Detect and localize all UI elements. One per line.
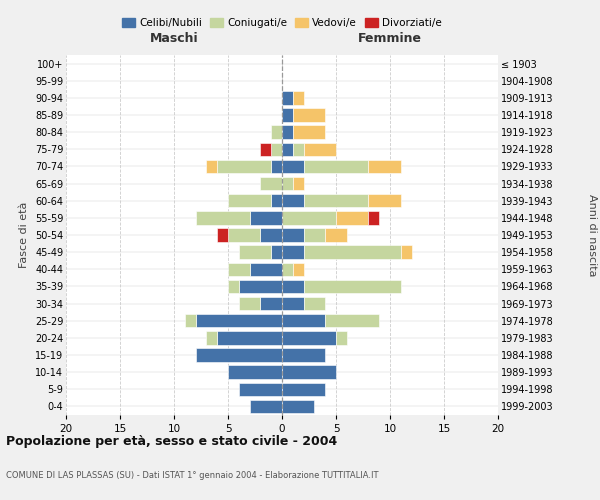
Bar [282,262,293,276]
Bar [304,142,336,156]
Text: Anni di nascita: Anni di nascita [587,194,597,276]
Bar [293,262,304,276]
Bar [336,211,368,224]
Bar [282,382,325,396]
Text: Maschi: Maschi [149,32,199,44]
Bar [260,297,282,310]
Bar [260,177,282,190]
Bar [293,108,325,122]
Bar [304,228,325,241]
Bar [282,314,325,328]
Bar [282,160,304,173]
Bar [239,297,260,310]
Bar [271,126,282,139]
Bar [228,194,271,207]
Bar [282,280,304,293]
Bar [282,228,304,241]
Bar [325,228,347,241]
Y-axis label: Fasce di età: Fasce di età [19,202,29,268]
Bar [239,246,271,259]
Bar [282,142,293,156]
Bar [368,211,379,224]
Bar [260,142,271,156]
Bar [282,331,336,344]
Legend: Celibi/Nubili, Coniugati/e, Vedovi/e, Divorziati/e: Celibi/Nubili, Coniugati/e, Vedovi/e, Di… [118,14,446,32]
Bar [282,400,314,413]
Bar [271,142,282,156]
Bar [196,348,282,362]
Bar [304,297,325,310]
Bar [196,314,282,328]
Text: Femmine: Femmine [358,32,422,44]
Bar [206,160,217,173]
Bar [185,314,196,328]
Bar [282,177,293,190]
Bar [293,142,304,156]
Bar [282,211,336,224]
Bar [260,228,282,241]
Bar [271,246,282,259]
Bar [304,246,401,259]
Bar [293,126,325,139]
Bar [368,194,401,207]
Bar [250,211,282,224]
Bar [401,246,412,259]
Text: Popolazione per età, sesso e stato civile - 2004: Popolazione per età, sesso e stato civil… [6,435,337,448]
Bar [293,177,304,190]
Bar [368,160,401,173]
Bar [271,160,282,173]
Bar [228,262,250,276]
Bar [239,382,282,396]
Bar [282,108,293,122]
Bar [239,280,282,293]
Bar [250,262,282,276]
Bar [282,246,304,259]
Bar [196,211,250,224]
Bar [228,228,260,241]
Bar [228,366,282,379]
Bar [217,331,282,344]
Bar [304,280,401,293]
Bar [282,194,304,207]
Bar [282,348,325,362]
Bar [282,126,293,139]
Bar [304,194,368,207]
Bar [293,91,304,104]
Bar [228,280,239,293]
Bar [271,194,282,207]
Bar [217,160,271,173]
Bar [282,366,336,379]
Text: COMUNE DI LAS PLASSAS (SU) - Dati ISTAT 1° gennaio 2004 - Elaborazione TUTTITALI: COMUNE DI LAS PLASSAS (SU) - Dati ISTAT … [6,470,379,480]
Bar [250,400,282,413]
Bar [336,331,347,344]
Bar [282,91,293,104]
Bar [206,331,217,344]
Bar [217,228,228,241]
Bar [304,160,368,173]
Bar [282,297,304,310]
Bar [325,314,379,328]
